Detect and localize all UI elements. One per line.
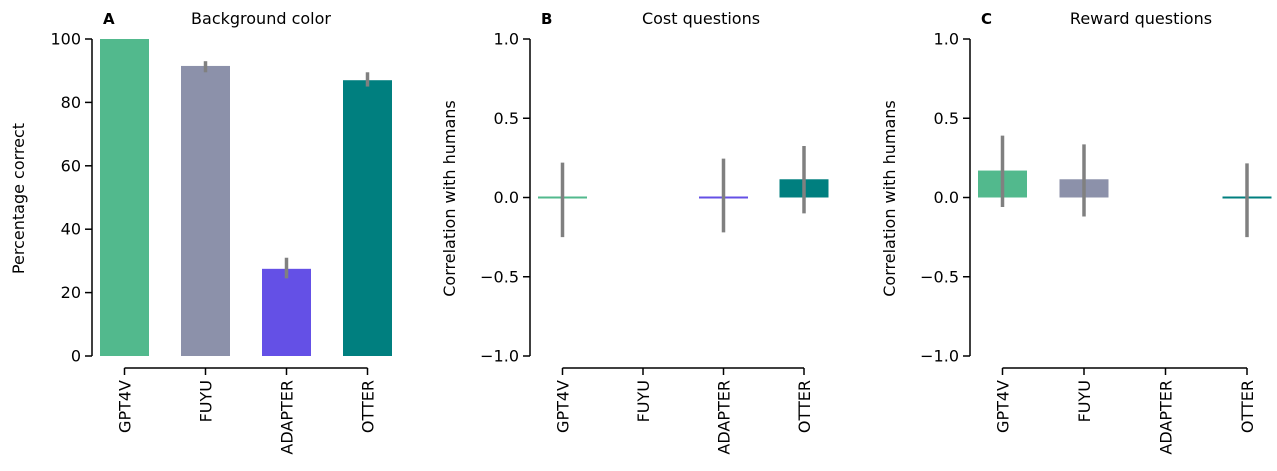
bar-otter (343, 80, 392, 357)
panel-title: Cost questions (642, 9, 760, 28)
y-tick-label: 80 (61, 93, 81, 112)
y-tick-label: 0.5 (934, 109, 959, 128)
y-tick-label: 40 (61, 220, 81, 239)
x-tick-label: GPT4V (116, 380, 135, 433)
y-axis-label: Correlation with humans (440, 100, 459, 297)
x-tick-label: OTTER (359, 380, 378, 433)
x-tick-label: FUYU (197, 380, 216, 422)
y-tick-label: 0.0 (494, 188, 519, 207)
x-tick-label: FUYU (634, 380, 653, 422)
y-axis-label: Percentage correct (9, 123, 28, 274)
x-tick-label: ADAPTER (278, 380, 297, 455)
y-tick-label: 0 (71, 347, 81, 366)
x-tick-label: GPT4V (994, 380, 1013, 433)
y-axis-label: Correlation with humans (880, 100, 899, 297)
panel-b: −1.0 −0.5 0.0 0.5 1.0 GPT4V FUYU ADAPTER OTTER Co… (440, 9, 829, 455)
y-tick-label: 1.0 (934, 30, 959, 49)
y-tick-label: −0.5 (920, 267, 959, 286)
panel-letter: C (981, 10, 992, 28)
x-tick-label: ADAPTER (1157, 380, 1176, 455)
y-tick-label: 100 (50, 30, 81, 49)
x-tick-label: OTTER (795, 380, 814, 433)
x-tick-label: ADAPTER (715, 380, 734, 455)
x-tick-label: FUYU (1075, 380, 1094, 422)
x-tick-label: OTTER (1238, 380, 1257, 433)
bar-fuyu (181, 65, 230, 356)
panel-letter: A (103, 10, 115, 28)
y-tick-label: −1.0 (480, 347, 519, 366)
x-tick-label: GPT4V (554, 380, 573, 433)
y-tick-label: −0.5 (480, 267, 519, 286)
panel-title: Reward questions (1070, 9, 1212, 28)
y-tick-label: 1.0 (494, 30, 519, 49)
panel-title: Background color (191, 9, 331, 28)
y-tick-label: 20 (61, 283, 81, 302)
panel-a: 0 20 40 60 80 100 GPT4V FUYU ADAPTER OTTER Percent… (9, 9, 392, 455)
y-tick-label: 0.0 (934, 188, 959, 207)
y-tick-label: 60 (61, 156, 81, 175)
y-tick-label: −1.0 (920, 347, 959, 366)
y-tick-label: 0.5 (494, 109, 519, 128)
panel-letter: B (541, 10, 552, 28)
bar-adapter (262, 268, 311, 356)
panel-c: −1.0 −0.5 0.0 0.5 1.0 GPT4V FUYU ADAPTER OTTER Co… (880, 9, 1272, 455)
bar-gpt4v (100, 39, 149, 356)
